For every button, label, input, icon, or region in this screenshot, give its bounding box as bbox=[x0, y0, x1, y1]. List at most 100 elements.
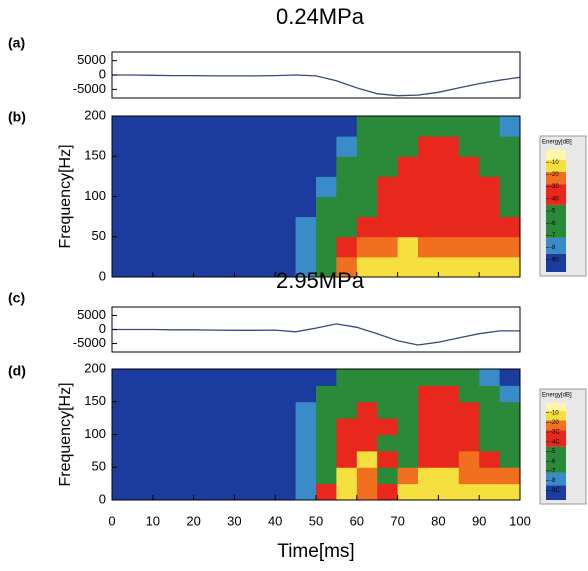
heatmap-cell bbox=[234, 256, 256, 278]
colorbar-tick-label: -8 bbox=[550, 478, 556, 484]
heatmap-cell bbox=[316, 136, 337, 157]
heatmap-cell bbox=[377, 156, 399, 177]
x-tick-label: 100 bbox=[509, 513, 531, 528]
heatmap-cell bbox=[112, 401, 133, 419]
heatmap-cell bbox=[193, 176, 215, 197]
heatmap-cell bbox=[234, 418, 256, 435]
heatmap-cell bbox=[336, 196, 358, 218]
heatmap-cell bbox=[214, 156, 235, 177]
heatmap-cell bbox=[132, 256, 154, 278]
heatmap-cell bbox=[418, 256, 439, 278]
heatmap-cell bbox=[234, 385, 256, 403]
heatmap-cell bbox=[438, 196, 460, 218]
heatmap-cell bbox=[438, 176, 460, 197]
heatmap-cell bbox=[316, 216, 337, 238]
heatmap-cell bbox=[112, 236, 133, 258]
heatmap-cell bbox=[152, 216, 174, 238]
heatmap-cell bbox=[458, 483, 480, 501]
heatmap-cell bbox=[377, 467, 399, 485]
heatmap-cell bbox=[112, 176, 133, 197]
x-axis-label: Time[ms] bbox=[277, 541, 354, 562]
heatmap-cell bbox=[173, 450, 195, 468]
heatmap-cell bbox=[479, 401, 501, 419]
heatmap-cell bbox=[458, 156, 480, 177]
y-tick-label: 0 bbox=[99, 268, 106, 283]
heatmap-cell bbox=[336, 369, 358, 386]
heatmap-cell bbox=[377, 418, 399, 435]
heatmap-cell bbox=[193, 236, 215, 258]
heatmap-cell bbox=[438, 136, 460, 157]
heatmap-cell bbox=[152, 418, 174, 435]
heatmap-cell bbox=[152, 196, 174, 218]
heatmap-cell bbox=[132, 450, 154, 468]
heatmap-cell bbox=[356, 450, 378, 468]
heatmap-cell bbox=[173, 136, 195, 157]
heatmap-cell bbox=[458, 116, 480, 137]
heatmap-cell bbox=[152, 116, 174, 137]
heatmap-cell bbox=[458, 176, 480, 197]
colorbar-segment bbox=[546, 430, 566, 447]
heatmap-cell bbox=[132, 216, 154, 238]
heatmap-cell bbox=[254, 256, 276, 278]
heatmap-cell bbox=[397, 136, 419, 157]
heatmap-cell bbox=[397, 418, 419, 435]
heatmap-cell bbox=[479, 196, 501, 218]
colorbar-title: Energy[dB] bbox=[542, 140, 572, 146]
heatmap-cell bbox=[275, 401, 297, 419]
colorbar-tick-label: -10 bbox=[550, 160, 559, 166]
heatmap-cell bbox=[275, 467, 297, 485]
heatmap-cell bbox=[316, 176, 337, 197]
heatmap-cell bbox=[234, 116, 256, 137]
y-tick-label: 200 bbox=[84, 360, 106, 375]
heatmap-cell bbox=[397, 216, 419, 238]
heatmap-cell bbox=[479, 256, 501, 278]
heatmap-cell bbox=[499, 385, 521, 403]
heatmap-cell bbox=[152, 483, 174, 501]
y-tick-label: 5000 bbox=[77, 307, 106, 322]
heatmap-cell bbox=[254, 136, 276, 157]
heatmap-cell bbox=[356, 236, 378, 258]
heatmap-cell bbox=[193, 418, 215, 435]
y-tick-label: 150 bbox=[84, 393, 106, 408]
heatmap-cell bbox=[254, 483, 276, 501]
heatmap-cell bbox=[214, 434, 235, 452]
heatmap-cell bbox=[173, 401, 195, 419]
heatmap-cell bbox=[499, 418, 521, 435]
heatmap-cell bbox=[132, 385, 154, 403]
heatmap-cell bbox=[397, 156, 419, 177]
heatmap-cell bbox=[336, 385, 358, 403]
heatmap-cell bbox=[275, 418, 297, 435]
heatmap-cell bbox=[173, 434, 195, 452]
heatmap-cell bbox=[295, 116, 317, 137]
heatmap-cell bbox=[438, 116, 460, 137]
heatmap-cell bbox=[499, 483, 521, 501]
heatmap-cell bbox=[112, 216, 133, 238]
heatmap-cell bbox=[316, 156, 337, 177]
heatmap-cell bbox=[193, 136, 215, 157]
heatmap-cell bbox=[214, 467, 235, 485]
heatmap-cell bbox=[356, 116, 378, 137]
heatmap-cell bbox=[377, 483, 399, 501]
heatmap-cell bbox=[438, 385, 460, 403]
y-tick-label: 50 bbox=[92, 459, 106, 474]
colorbar-tick-label: -5 bbox=[550, 449, 556, 455]
panel-title: 0.24MPa bbox=[276, 4, 365, 29]
heatmap-cell bbox=[214, 401, 235, 419]
heatmap-cell bbox=[479, 116, 501, 137]
heatmap-cell bbox=[397, 236, 419, 258]
heatmap-cell bbox=[458, 216, 480, 238]
colorbar-tick-label: -90 bbox=[550, 257, 559, 263]
heatmap-cell bbox=[458, 236, 480, 258]
heatmap-cell bbox=[356, 369, 378, 386]
heatmap-cell bbox=[458, 467, 480, 485]
heatmap-cell bbox=[499, 434, 521, 452]
heatmap-cell bbox=[377, 236, 399, 258]
heatmap-cell bbox=[356, 401, 378, 419]
colorbar-segment bbox=[546, 410, 566, 421]
colorbar-tick-label: -4C bbox=[550, 439, 560, 445]
heatmap-cell bbox=[152, 434, 174, 452]
heatmap-cell bbox=[316, 401, 337, 419]
x-tick-label: 0 bbox=[108, 513, 115, 528]
heatmap-cell bbox=[275, 256, 297, 278]
heatmap-cell bbox=[336, 418, 358, 435]
